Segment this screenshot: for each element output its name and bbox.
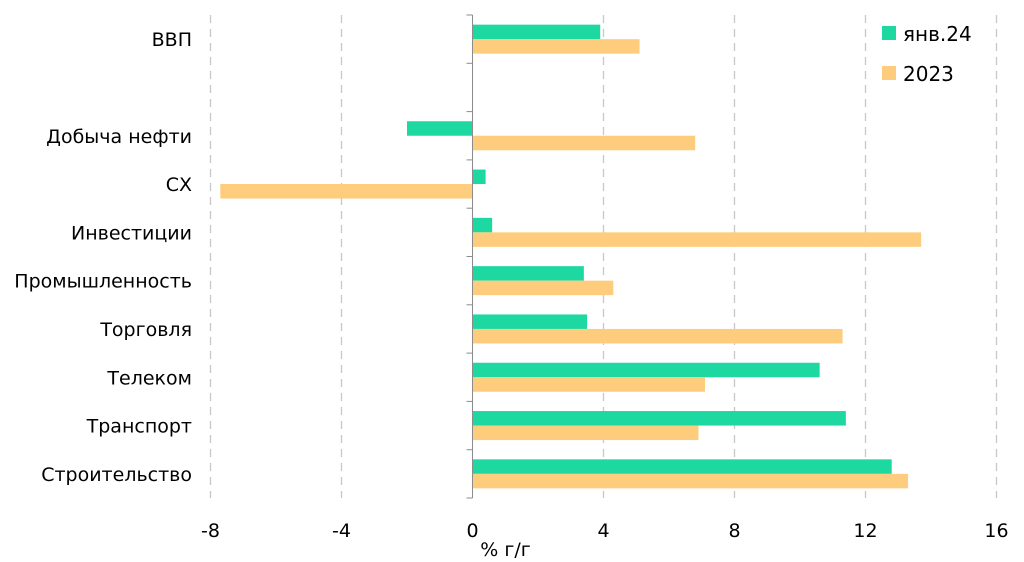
bar-jan24 (472, 459, 892, 474)
bars (220, 24, 922, 489)
x-tick-label: 12 (853, 520, 877, 542)
category-label: Телеком (106, 367, 192, 389)
category-label: СХ (166, 174, 192, 196)
bar-jan24 (472, 314, 588, 329)
bar-2023 (472, 473, 909, 489)
bar-2023 (472, 232, 922, 247)
category-label: Торговля (99, 319, 192, 341)
bar-jan24 (472, 217, 493, 233)
x-tick-label: 0 (466, 520, 478, 542)
category-label: Инвестиции (71, 222, 192, 244)
bar-jan24 (472, 24, 601, 40)
bar-jan24 (472, 266, 584, 281)
bar-jan24 (407, 121, 473, 136)
x-tick-label: -4 (332, 520, 351, 542)
bar-2023 (472, 425, 699, 441)
bar-jan24 (472, 362, 820, 378)
x-tick-label: 16 (984, 520, 1008, 542)
legend-label: 2023 (903, 62, 954, 86)
axes (466, 14, 473, 499)
x-tick-label: -8 (201, 520, 220, 542)
legend: янв.24 2023 (882, 22, 972, 86)
bar-jan24 (472, 169, 486, 185)
category-label: ВВП (152, 29, 192, 51)
category-label: Добыча нефти (46, 126, 192, 148)
category-label: Строительство (41, 464, 192, 486)
x-axis-label: % г/г (480, 539, 530, 561)
bar-2023 (472, 280, 614, 296)
labels: -8 -4 0 4 8 12 16 ВВП Добыча нефти СХ Инвестиции Пр… (14, 29, 1008, 542)
category-label: Транспорт (86, 416, 192, 438)
legend-swatch (882, 66, 896, 80)
bar-2023 (472, 135, 696, 151)
bar-2023 (472, 39, 640, 54)
bar-2023 (220, 184, 473, 199)
category-label: Промышленность (14, 271, 192, 293)
x-tick-label: 4 (597, 520, 609, 542)
bar-2023 (472, 377, 706, 392)
legend-swatch (882, 26, 896, 40)
legend-label: янв.24 (903, 22, 972, 46)
x-tick-label: 8 (728, 520, 740, 542)
bar-2023 (472, 328, 843, 344)
bar-jan24 (472, 411, 846, 426)
grid-lines (209, 15, 998, 498)
